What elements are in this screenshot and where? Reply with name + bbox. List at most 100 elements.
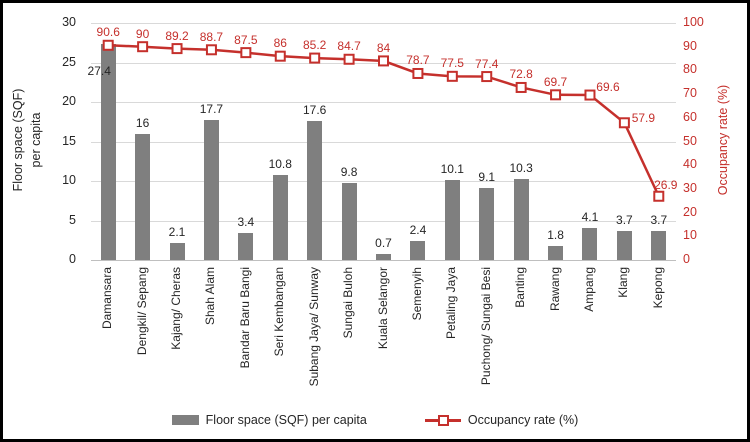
right-axis-tick: 30: [683, 180, 697, 195]
gridline: [91, 181, 676, 182]
left-axis-tick: 30: [62, 15, 76, 29]
line-value-label: 90: [135, 26, 150, 41]
bar: [548, 245, 564, 260]
bar: [582, 227, 598, 260]
legend-item-occupancy: Occupancy rate (%): [424, 413, 579, 427]
bar-value-label: 10.1: [440, 162, 464, 177]
bar-value-label: 0.7: [375, 236, 392, 251]
left-axis-tick: 25: [62, 54, 76, 69]
line-value-label: 77.5: [440, 56, 464, 71]
right-axis-tick: 90: [683, 38, 697, 53]
line-value-label: 86: [273, 36, 287, 51]
left-axis-tick: 15: [62, 133, 76, 148]
bar-value-label: 17.7: [199, 102, 224, 117]
bar-value-label: 4.1: [581, 209, 599, 224]
bar: [238, 233, 254, 260]
bar: [376, 254, 391, 260]
line-value-label: 88.7: [199, 29, 224, 44]
x-axis-category-label: Damansara: [100, 267, 115, 330]
left-axis-tick: 20: [62, 94, 76, 108]
bar-value-label: 2.1: [168, 225, 186, 240]
line-marker: [515, 81, 527, 93]
x-axis-line: [91, 260, 676, 261]
line-value-label: 89.2: [165, 28, 189, 43]
bar-swatch-icon: [171, 415, 199, 425]
x-axis-category-label: Semenyih: [409, 267, 424, 321]
right-axis-title: Occupancy rate (%): [716, 84, 730, 196]
x-axis-category-label: Bandar Baru Bangi: [237, 267, 252, 369]
x-axis-category-label: Petaling Jaya: [444, 267, 459, 340]
x-axis-category-label: Banting: [513, 267, 528, 308]
line-marker: [378, 55, 389, 67]
x-axis-category-label: Rawang: [547, 267, 562, 312]
bar: [616, 230, 632, 260]
line-marker: [274, 50, 286, 62]
line-value-label: 87.5: [234, 32, 258, 47]
bar: [651, 230, 667, 260]
right-axis-tick: 0: [683, 252, 690, 266]
line-marker: [309, 52, 321, 64]
right-axis-tick: 80: [683, 62, 697, 77]
bar: [307, 120, 323, 260]
x-axis-category-label: Sungai Buloh: [341, 267, 356, 339]
line-value-label: 84: [376, 40, 391, 55]
bar-value-label: 9.1: [478, 170, 496, 185]
bar: [444, 180, 460, 260]
bar-value-label: 3.7: [650, 212, 668, 227]
gridline: [91, 220, 676, 222]
legend: Floor space (SQF) per capita Occupancy r…: [3, 407, 747, 433]
left-axis-tick: 0: [69, 252, 76, 266]
bar-value-label: 27.4: [87, 63, 111, 78]
line-marker: [481, 71, 493, 83]
bar-value-label: 16: [135, 115, 150, 130]
x-axis-category-label: Shah Alam: [203, 267, 218, 326]
bar: [513, 178, 529, 260]
bar: [479, 188, 495, 260]
bar: [169, 243, 185, 260]
gridline: [91, 23, 676, 24]
line-value-label: 69.7: [543, 74, 568, 89]
line-marker: [550, 89, 562, 101]
bar: [135, 133, 151, 260]
right-axis-tick: 40: [683, 157, 697, 172]
left-axis-tick: 5: [69, 212, 76, 227]
bar: [410, 241, 426, 260]
line-value-label: 84.7: [337, 39, 361, 54]
bar: [272, 174, 288, 260]
right-axis-tick: 50: [683, 133, 697, 148]
line-marker: [137, 41, 149, 53]
line-marker: [412, 67, 424, 79]
line-marker: [171, 43, 183, 55]
line-value-label: 26.9: [654, 178, 678, 193]
left-axis-tick: 10: [62, 173, 76, 187]
line-marker: [446, 70, 458, 82]
bar: [203, 120, 219, 260]
line-value-label: 90.6: [96, 25, 120, 40]
gridline: [91, 141, 676, 143]
left-axis-title-line2: per capita: [29, 112, 43, 168]
right-axis-tick: 20: [683, 204, 697, 219]
legend-label-floor-space: Floor space (SQF) per capita: [205, 413, 367, 427]
bar-value-label: 10.3: [509, 160, 533, 175]
line-marker: [653, 190, 665, 202]
line-value-label: 69.6: [596, 80, 620, 95]
x-axis-category-label: Kajang/ Cheras: [169, 267, 184, 350]
legend-item-floor-space: Floor space (SQF) per capita: [171, 413, 367, 427]
bar-value-label: 2.4: [409, 223, 427, 238]
bar-value-label: 1.8: [547, 227, 564, 242]
line-value-label: 77.4: [475, 56, 499, 71]
line-marker: [240, 47, 252, 59]
legend-label-occupancy: Occupancy rate (%): [467, 413, 579, 427]
line-marker-swatch-icon: [424, 415, 461, 426]
x-axis-category-label: Kepong: [650, 267, 665, 309]
right-axis-tick: 60: [683, 109, 697, 124]
gridline: [91, 62, 676, 64]
left-axis-title-line1: Floor space (SQF): [11, 88, 25, 192]
x-axis-category-label: Kuala Selangor: [375, 267, 390, 350]
bar-value-label: 10.8: [268, 156, 292, 171]
x-axis-category-label: Seri Kembangan: [272, 267, 287, 357]
x-axis-category-label: Dengkil/ Sepang: [134, 267, 149, 356]
x-axis-category-label: Klang: [616, 267, 631, 298]
x-axis-category-label: Ampang: [581, 267, 596, 312]
bar-value-label: 9.8: [340, 164, 358, 179]
